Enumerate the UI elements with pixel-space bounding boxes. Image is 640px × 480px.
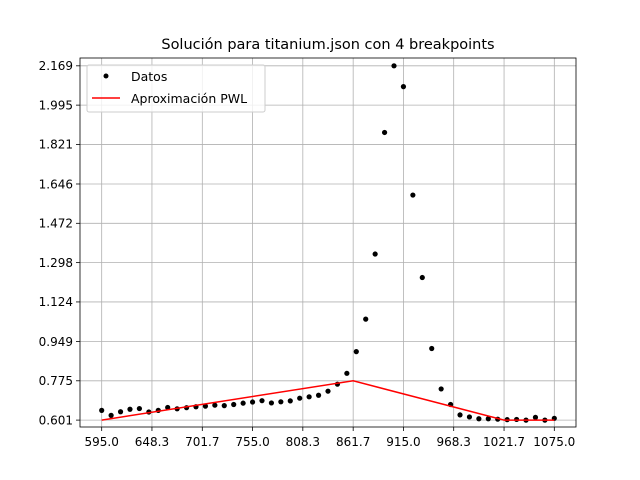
y-tick-label: 1.298 — [39, 256, 73, 270]
data-point — [532, 414, 539, 420]
x-tick-label: 701.7 — [185, 435, 219, 449]
data-point — [108, 412, 114, 418]
data-point — [391, 63, 397, 69]
data-point — [117, 409, 124, 415]
series-layer — [99, 63, 557, 423]
x-tick-label: 915.0 — [386, 435, 420, 449]
data-point — [438, 386, 444, 392]
data-point — [249, 399, 256, 405]
legend-label-pwl: Aproximación PWL — [131, 91, 247, 106]
y-tick-label: 1.646 — [39, 177, 73, 191]
data-point — [99, 407, 105, 413]
y-tick-label: 0.949 — [39, 335, 73, 349]
x-tick-label: 755.0 — [235, 435, 269, 449]
data-point — [221, 403, 227, 409]
y-tick-label: 1.472 — [39, 217, 73, 231]
data-point — [363, 316, 369, 322]
data-point — [259, 398, 265, 404]
chart-title: Solución para titanium.json con 4 breakp… — [161, 37, 494, 53]
y-tick-label: 0.601 — [39, 413, 73, 427]
data-point — [457, 412, 463, 418]
legend: Datos Aproximación PWL — [86, 64, 266, 113]
data-point — [429, 345, 435, 352]
x-tick-label: 968.3 — [437, 435, 471, 449]
data-point — [306, 394, 312, 400]
data-point — [212, 402, 218, 408]
y-tick-label: 2.169 — [39, 59, 73, 73]
grid — [80, 58, 576, 427]
x-tick-label: 808.3 — [286, 435, 320, 449]
x-tick-label: 595.0 — [85, 435, 119, 449]
data-point — [410, 192, 416, 198]
data-point — [165, 404, 171, 411]
y-tick-label: 1.821 — [39, 138, 73, 152]
data-point — [315, 392, 322, 398]
data-point — [485, 416, 491, 422]
data-point — [231, 401, 237, 408]
x-tick-label: 648.3 — [135, 435, 169, 449]
x-tick-label: 861.7 — [336, 435, 370, 449]
data-point — [240, 400, 246, 406]
y-tick-label: 1.995 — [39, 98, 73, 112]
data-point — [278, 399, 284, 405]
x-tick-label: 1075.0 — [533, 435, 575, 449]
data-point — [372, 251, 378, 257]
legend-box — [86, 64, 266, 113]
data-point — [476, 416, 482, 422]
data-point — [297, 395, 303, 401]
data-point — [136, 405, 143, 412]
x-tick-label: 1021.7 — [483, 435, 525, 449]
legend-label-datos: Datos — [131, 69, 167, 84]
y-tick-label: 1.124 — [39, 295, 73, 309]
axes: 595.0 648.3 701.7 755.0 808.3 861.7 915.0 968.3… — [39, 57, 577, 449]
legend-marker-datos — [103, 73, 109, 79]
data-point — [353, 349, 359, 355]
data-point — [127, 406, 133, 412]
data-point — [466, 414, 473, 420]
pwl-line — [101, 380, 555, 421]
data-point — [400, 84, 407, 90]
data-point — [325, 388, 331, 394]
y-tick-label: 0.775 — [39, 374, 73, 388]
data-point — [419, 274, 425, 281]
data-point — [287, 398, 293, 404]
plot-frame — [79, 57, 577, 428]
data-point — [344, 370, 350, 376]
data-point — [268, 400, 275, 406]
data-point — [381, 129, 388, 136]
